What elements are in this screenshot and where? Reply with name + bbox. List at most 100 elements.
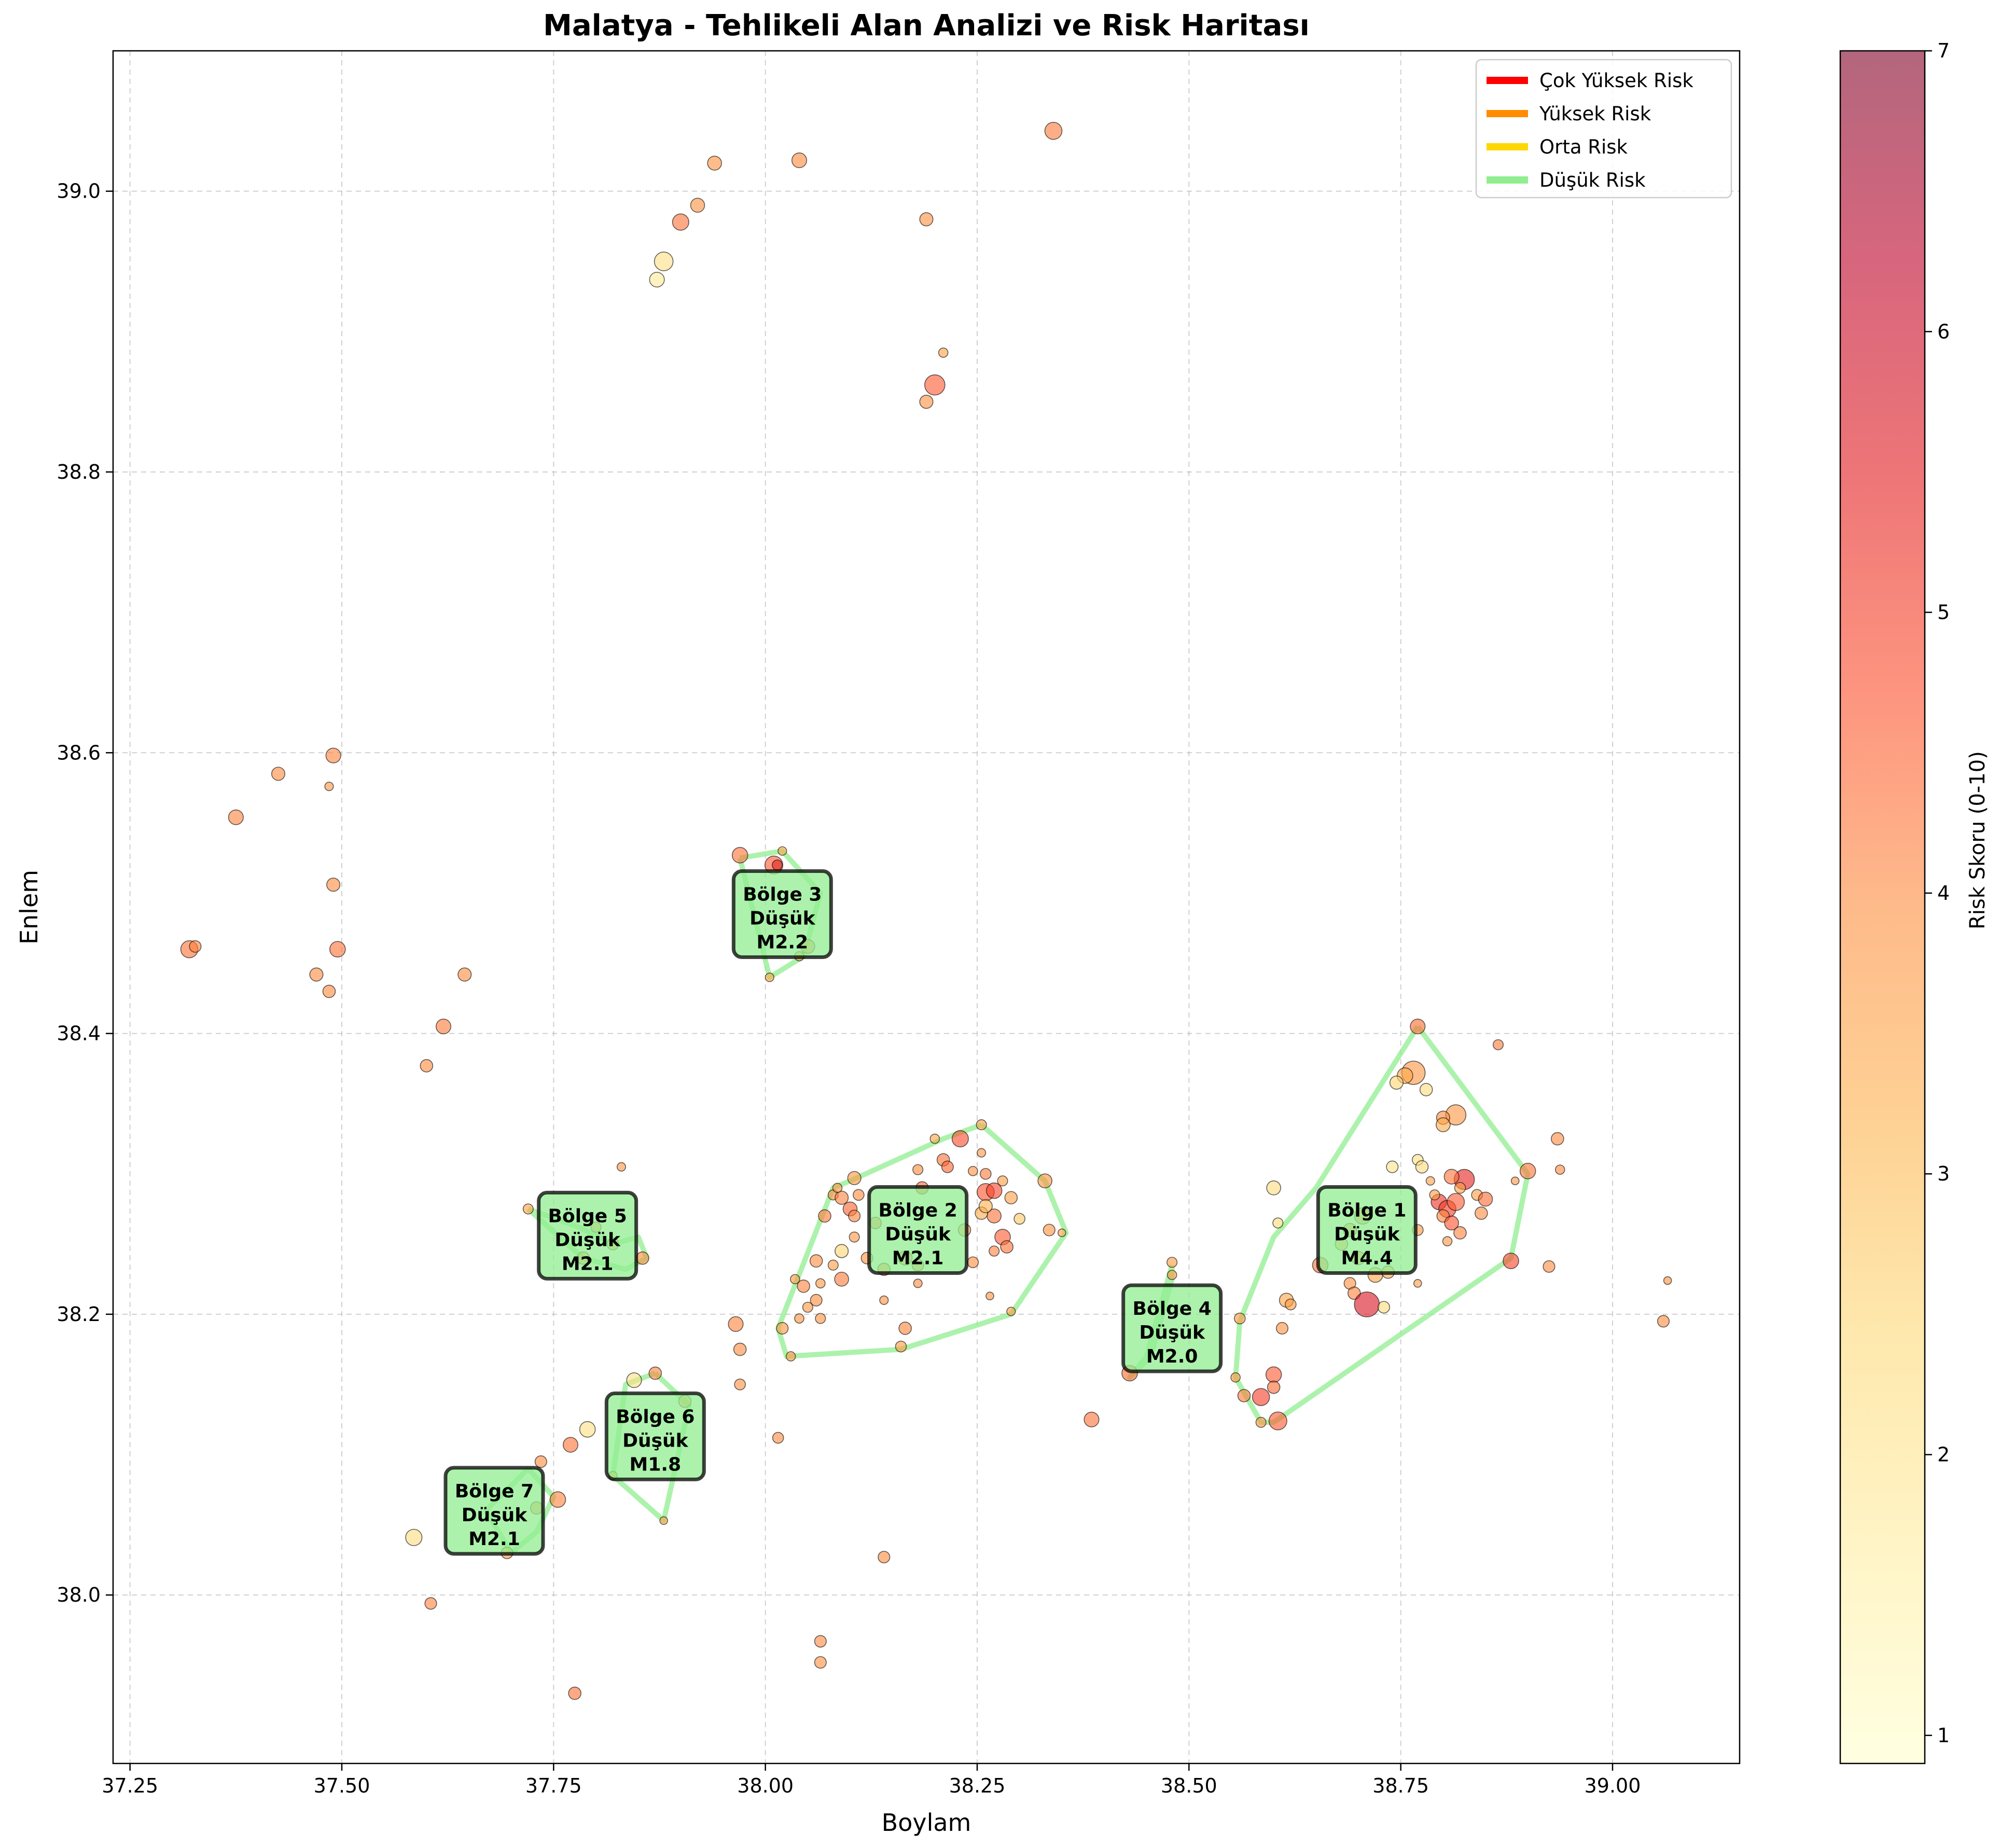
zone-label-box — [867, 1185, 969, 1275]
data-point — [1519, 1163, 1536, 1179]
data-point — [1377, 1301, 1391, 1314]
zone-label-line: Düşük — [1334, 1224, 1400, 1245]
y-tick-label: 39.0 — [57, 180, 101, 203]
zone-label-line: Düşük — [749, 908, 816, 929]
data-point — [1492, 1039, 1504, 1050]
data-point — [1004, 1191, 1018, 1205]
data-point — [849, 1231, 860, 1243]
data-point — [1478, 1191, 1493, 1207]
data-point — [785, 1351, 796, 1361]
data-point — [420, 1059, 434, 1073]
zone-label-line: Bölge 6 — [616, 1406, 695, 1427]
data-point — [457, 967, 472, 982]
data-point — [672, 213, 689, 231]
data-point — [1554, 1164, 1565, 1175]
zone-label-2: Bölge 2 Düşük M2.1 — [867, 1185, 969, 1275]
data-point — [731, 847, 748, 864]
zone-label-line: M1.8 — [630, 1454, 682, 1475]
data-point — [879, 1295, 889, 1305]
data-point — [1166, 1270, 1177, 1280]
data-points — [180, 121, 1672, 1700]
data-point — [898, 1322, 912, 1335]
data-point — [271, 767, 286, 781]
legend-label: Çok Yüksek Risk — [1539, 70, 1693, 92]
data-point — [765, 972, 774, 982]
data-point — [853, 1189, 865, 1201]
data-point — [818, 1209, 831, 1223]
zone-label-box — [731, 869, 833, 960]
data-point — [636, 1251, 649, 1265]
zone-label-line: Bölge 1 — [1327, 1200, 1406, 1221]
colorbar-tick-label: 1 — [1937, 1724, 1950, 1747]
zone-label-box — [1316, 1185, 1418, 1275]
data-point — [997, 1175, 1008, 1187]
data-point — [648, 1366, 662, 1380]
data-point — [707, 156, 722, 171]
data-point — [967, 1256, 979, 1269]
y-tick-label: 38.4 — [57, 1022, 101, 1045]
data-point — [549, 1491, 566, 1508]
data-point — [329, 941, 346, 957]
x-tick-label: 37.25 — [102, 1774, 158, 1797]
data-point — [814, 1656, 827, 1669]
data-point — [938, 348, 949, 358]
zone-label-box — [443, 1466, 545, 1556]
data-point — [626, 1372, 642, 1388]
data-point — [968, 1166, 978, 1176]
y-tick-label: 38.2 — [57, 1303, 101, 1326]
x-axis-ticks: 37.25 37.50 37.75 38.00 38.25 38.50 38.75 39.00 — [102, 1763, 1641, 1797]
zone-label-line: Bölge 2 — [879, 1200, 957, 1221]
plot-frame — [112, 50, 1741, 1764]
y-tick-label: 38.0 — [57, 1583, 101, 1606]
data-point — [895, 1340, 907, 1353]
legend: Çok Yüksek Risk Yüksek Risk Orta Risk Düşük… — [1475, 59, 1732, 199]
y-axis-label: Enlem — [15, 870, 43, 944]
colorbar-tick-label: 2 — [1937, 1443, 1950, 1466]
legend-label: Düşük Risk — [1539, 169, 1646, 191]
x-tick-label: 39.00 — [1585, 1774, 1641, 1797]
data-point — [1285, 1298, 1297, 1311]
data-point — [1265, 1366, 1282, 1383]
data-point — [1454, 1182, 1466, 1194]
data-point — [1006, 1307, 1016, 1316]
data-point — [776, 1322, 789, 1335]
data-point — [1275, 1322, 1289, 1335]
data-point — [424, 1597, 437, 1610]
data-point — [1410, 1019, 1426, 1035]
data-point — [1510, 1176, 1520, 1186]
data-point — [835, 1244, 849, 1258]
data-point — [1230, 1372, 1241, 1383]
zone-label-4: Bölge 4 Düşük M2.0 — [1121, 1283, 1223, 1373]
data-point — [1234, 1312, 1246, 1325]
data-point — [1443, 1169, 1460, 1185]
data-point — [1389, 1075, 1404, 1090]
data-point — [1386, 1160, 1399, 1173]
data-point — [1543, 1260, 1555, 1273]
data-point — [1425, 1176, 1435, 1186]
data-point — [1442, 1236, 1453, 1246]
data-point — [1084, 1411, 1100, 1427]
data-point — [1419, 1083, 1433, 1096]
data-point — [1444, 1215, 1459, 1231]
x-tick-label: 38.00 — [737, 1774, 794, 1797]
data-point — [977, 1148, 987, 1158]
x-tick-label: 38.50 — [1161, 1774, 1217, 1797]
colorbar-gradient — [1839, 50, 1926, 1764]
data-point — [534, 1455, 547, 1468]
data-point — [1413, 1279, 1422, 1288]
y-tick-label: 38.6 — [57, 741, 101, 764]
data-point — [1237, 1389, 1251, 1402]
zone-label-line: Düşük — [554, 1229, 621, 1250]
data-point — [919, 212, 934, 227]
data-point — [815, 1278, 826, 1289]
data-point — [791, 152, 808, 169]
data-point — [228, 809, 244, 825]
data-point — [1058, 1228, 1066, 1238]
y-tick-label: 38.8 — [57, 461, 101, 483]
data-point — [772, 1432, 784, 1444]
data-point — [985, 1182, 1003, 1199]
data-point — [649, 272, 665, 288]
data-point — [189, 940, 202, 953]
